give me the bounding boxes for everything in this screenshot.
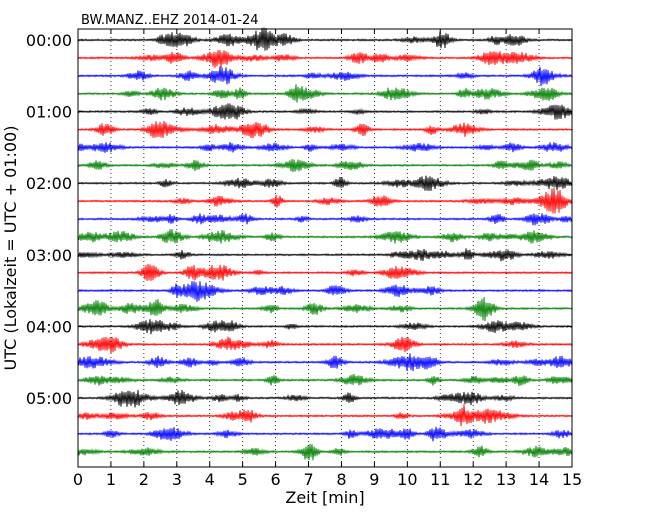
x-tick-label: 1 [106,470,116,489]
x-axis-ticks: 0 1 2 3 4 5 6 7 8 9 10 11 12 13 14 15 [73,29,582,489]
x-axis-label: Zeit [min] [285,488,364,507]
x-tick-label: 13 [496,470,516,489]
trace-line [77,281,573,302]
y-tick-label: 01:00 [26,103,72,122]
trace-line [77,84,573,103]
y-axis-label: UTC (Lokalzeit = UTC + 01:00) [1,126,20,371]
trace-line [77,373,573,386]
x-tick-label: 11 [430,470,450,489]
trace-line [77,389,573,408]
trace-line [77,248,573,262]
x-tick-label: 10 [397,470,417,489]
y-tick-label: 02:00 [26,174,72,193]
y-tick-label: 05:00 [26,389,72,408]
trace-line [77,158,573,173]
trace-line [77,103,573,120]
x-tick-label: 5 [238,470,248,489]
x-tick-label: 12 [463,470,483,489]
y-tick-label: 00:00 [26,31,72,50]
chart-title: BW.MANZ..EHZ 2014-01-24 [81,13,259,28]
x-tick-label: 14 [529,470,549,489]
trace-line [77,49,573,68]
trace-line [77,120,573,139]
trace-line [77,141,573,153]
trace-line [77,296,573,322]
seismogram-traces [77,27,573,461]
y-tick-label: 04:00 [26,317,72,336]
x-tick-label: 3 [172,470,182,489]
x-tick-label: 2 [139,470,149,489]
trace-line [77,213,573,226]
trace-line [77,229,573,244]
trace-line [77,66,573,87]
trace-line [77,353,573,372]
trace-line [77,319,573,335]
trace-line [77,263,573,281]
x-tick-label: 9 [369,470,379,489]
trace-line [77,336,573,354]
y-axis-ticks: 00:00 01:00 02:00 03:00 04:00 05:00 [26,31,572,408]
x-tick-label: 4 [205,470,215,489]
x-tick-label: 0 [73,470,83,489]
x-tick-label: 8 [336,470,346,489]
trace-line [77,443,573,461]
trace-line [77,187,573,214]
trace-line [77,175,573,192]
trace-line [77,404,573,427]
x-tick-label: 6 [271,470,281,489]
x-tick-label: 15 [562,470,582,489]
trace-line [77,426,573,442]
x-tick-label: 7 [303,470,313,489]
plot-frame [77,28,573,468]
trace-line [77,27,573,51]
y-tick-label: 03:00 [26,246,72,265]
